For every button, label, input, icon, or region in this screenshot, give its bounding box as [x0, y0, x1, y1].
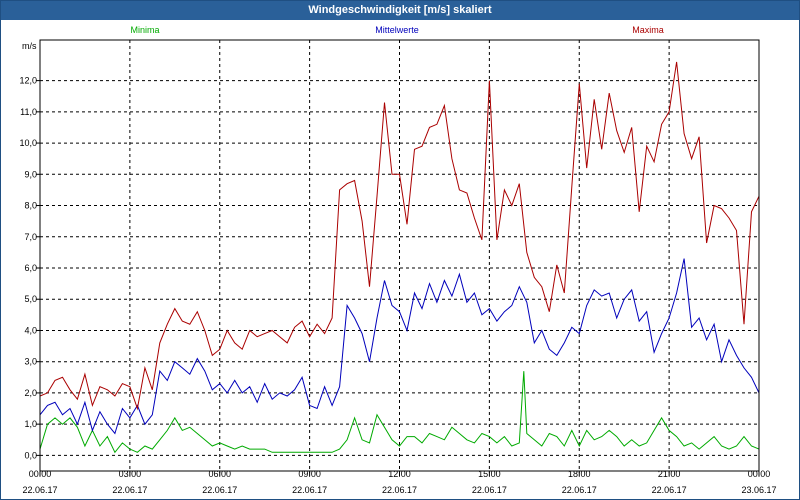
y-tick-label: 9,0 — [24, 169, 37, 179]
x-tick-time-label: 18:00 — [568, 469, 591, 479]
y-tick-label: 11,0 — [20, 107, 37, 117]
wind-speed-chart: Minima Mittelwerte Maxima m/s 0,0 1,0 2,0 3… — [19, 25, 776, 495]
x-tick-date-label: 22.06.17 — [382, 485, 417, 495]
series-line-mittelwerte — [39, 258, 760, 435]
y-tick-label: 0,0 — [24, 450, 37, 460]
y-tick-label: 7,0 — [24, 232, 37, 242]
legend-mittelwerte: Mittelwerte — [375, 25, 419, 35]
x-tick-date-label: 23.06.17 — [741, 485, 776, 495]
x-tick-date-label: 22.06.17 — [562, 485, 597, 495]
y-tick-label: 10,0 — [19, 138, 37, 148]
x-tick-date-label: 22.06.17 — [292, 485, 327, 495]
x-tick-date-label: 22.06.17 — [112, 485, 147, 495]
y-tick-label: 4,0 — [24, 325, 37, 335]
x-tick-time-label: 00:00 — [29, 469, 52, 479]
x-tick-time-label: 15:00 — [478, 469, 501, 479]
legend-maxima: Maxima — [632, 25, 664, 35]
y-axis-ticks: 0,0 1,0 2,0 3,0 4,0 5,0 6,0 7,0 8,0 9,0 10,0 11,0 12… — [19, 76, 40, 460]
y-axis-unit-label: m/s — [22, 41, 37, 51]
series-layer — [39, 61, 760, 454]
series-line-maxima — [39, 61, 760, 411]
x-tick-time-label: 09:00 — [298, 469, 321, 479]
x-tick-time-label: 21:00 — [658, 469, 681, 479]
y-tick-label: 12,0 — [19, 76, 37, 86]
y-tick-label: 6,0 — [24, 263, 37, 273]
series-line-minima — [39, 371, 760, 454]
x-tick-time-label: 00:00 — [748, 469, 771, 479]
x-tick-date-label: 22.06.17 — [22, 485, 57, 495]
x-tick-time-label: 03:00 — [119, 469, 142, 479]
x-tick-date-label: 22.06.17 — [472, 485, 507, 495]
y-tick-label: 3,0 — [24, 357, 37, 367]
y-tick-label: 2,0 — [24, 388, 37, 398]
y-tick-label: 1,0 — [24, 419, 37, 429]
window-title: Windgeschwindigkeit [m/s] skaliert — [1, 1, 799, 20]
x-tick-time-label: 12:00 — [388, 469, 411, 479]
x-tick-date-label: 22.06.17 — [202, 485, 237, 495]
x-axis-ticks: 00:00 22.06.17 03:00 22.06.17 06:00 22.06.17 0… — [22, 469, 776, 495]
x-tick-time-label: 06:00 — [208, 469, 231, 479]
legend-minima: Minima — [130, 25, 159, 35]
grid-lines — [40, 40, 759, 471]
y-tick-label: 8,0 — [24, 201, 37, 211]
x-tick-date-label: 22.06.17 — [652, 485, 687, 495]
y-tick-label: 5,0 — [24, 294, 37, 304]
